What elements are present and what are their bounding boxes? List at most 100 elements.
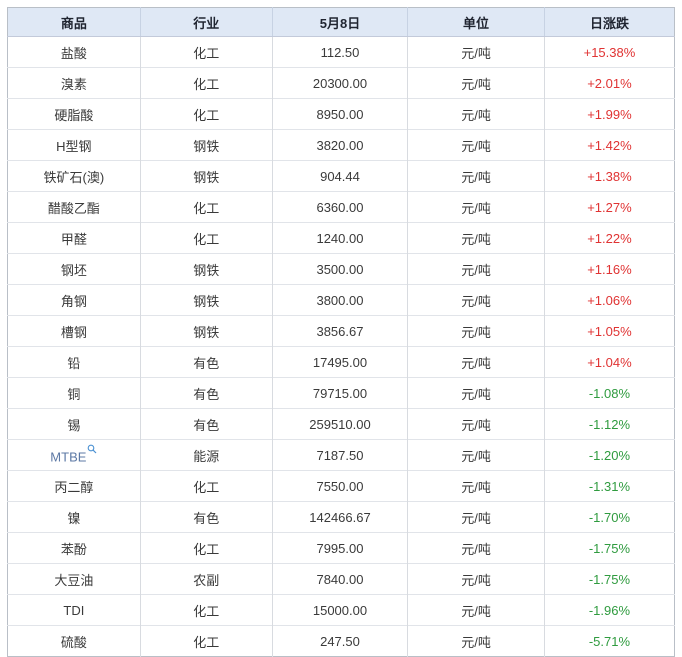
cell-price: 3800.00 <box>271 284 408 316</box>
cell-price: 7550.00 <box>271 470 408 502</box>
table-row: 铅 有色 17495.00 元/吨 +1.04% <box>7 346 675 378</box>
cell-industry: 化工 <box>139 67 273 99</box>
cell-change: -1.75% <box>543 532 675 564</box>
table-row: 苯酚 化工 7995.00 元/吨 -1.75% <box>7 532 675 564</box>
commodity-link[interactable]: MTBE <box>50 444 97 464</box>
header-commodity: 商品 <box>7 7 141 37</box>
price-table: 商品 行业 5月8日 单位 日涨跌 盐酸 化工 112.50 元/吨 +15.3… <box>7 7 675 657</box>
table-row: H型钢 钢铁 3820.00 元/吨 +1.42% <box>7 129 675 161</box>
cell-commodity: 铁矿石(澳) <box>7 160 141 192</box>
header-date: 5月8日 <box>271 7 408 37</box>
cell-commodity: 盐酸 <box>7 36 141 68</box>
cell-commodity: 角钢 <box>7 284 141 316</box>
cell-price: 7995.00 <box>271 532 408 564</box>
cell-price: 7187.50 <box>271 439 408 471</box>
cell-change: +1.42% <box>543 129 675 161</box>
search-icon[interactable] <box>87 444 97 454</box>
cell-industry: 化工 <box>139 36 273 68</box>
cell-change: -1.31% <box>543 470 675 502</box>
cell-industry: 有色 <box>139 408 273 440</box>
cell-change: +1.99% <box>543 98 675 130</box>
cell-change: -1.08% <box>543 377 675 409</box>
cell-change: +1.22% <box>543 222 675 254</box>
table-row: 大豆油 农副 7840.00 元/吨 -1.75% <box>7 563 675 595</box>
table-row: 铁矿石(澳) 钢铁 904.44 元/吨 +1.38% <box>7 160 675 192</box>
header-unit: 单位 <box>407 7 545 37</box>
cell-price: 6360.00 <box>271 191 408 223</box>
cell-commodity: 硬脂酸 <box>7 98 141 130</box>
cell-price: 8950.00 <box>271 98 408 130</box>
table-row: 甲醛 化工 1240.00 元/吨 +1.22% <box>7 222 675 254</box>
cell-unit: 元/吨 <box>407 377 545 409</box>
table-row: 硫酸 化工 247.50 元/吨 -5.71% <box>7 625 675 657</box>
cell-unit: 元/吨 <box>407 284 545 316</box>
cell-price: 17495.00 <box>271 346 408 378</box>
cell-price: 247.50 <box>271 625 408 657</box>
cell-commodity: 镍 <box>7 501 141 533</box>
cell-change: -1.70% <box>543 501 675 533</box>
cell-price: 15000.00 <box>271 594 408 626</box>
cell-industry: 钢铁 <box>139 160 273 192</box>
table-row: 铜 有色 79715.00 元/吨 -1.08% <box>7 377 675 409</box>
cell-unit: 元/吨 <box>407 439 545 471</box>
cell-industry: 有色 <box>139 346 273 378</box>
cell-price: 3856.67 <box>271 315 408 347</box>
cell-unit: 元/吨 <box>407 222 545 254</box>
cell-industry: 化工 <box>139 532 273 564</box>
cell-change: -1.96% <box>543 594 675 626</box>
cell-commodity: MTBE <box>7 439 141 471</box>
cell-industry: 钢铁 <box>139 284 273 316</box>
cell-industry: 化工 <box>139 222 273 254</box>
cell-price: 3820.00 <box>271 129 408 161</box>
cell-price: 79715.00 <box>271 377 408 409</box>
cell-change: +1.16% <box>543 253 675 285</box>
table-row: 盐酸 化工 112.50 元/吨 +15.38% <box>7 36 675 68</box>
cell-unit: 元/吨 <box>407 625 545 657</box>
table-row: 锡 有色 259510.00 元/吨 -1.12% <box>7 408 675 440</box>
cell-change: +1.04% <box>543 346 675 378</box>
cell-unit: 元/吨 <box>407 129 545 161</box>
cell-commodity: H型钢 <box>7 129 141 161</box>
table-row: MTBE 能源 7187.50 元/吨 -1.20% <box>7 439 675 471</box>
cell-unit: 元/吨 <box>407 532 545 564</box>
cell-industry: 钢铁 <box>139 253 273 285</box>
cell-unit: 元/吨 <box>407 36 545 68</box>
cell-unit: 元/吨 <box>407 501 545 533</box>
table-row: 镍 有色 142466.67 元/吨 -1.70% <box>7 501 675 533</box>
cell-industry: 有色 <box>139 501 273 533</box>
cell-industry: 化工 <box>139 191 273 223</box>
cell-change: -5.71% <box>543 625 675 657</box>
cell-change: +1.38% <box>543 160 675 192</box>
cell-change: -1.12% <box>543 408 675 440</box>
cell-commodity: 溴素 <box>7 67 141 99</box>
cell-commodity: 钢坯 <box>7 253 141 285</box>
cell-unit: 元/吨 <box>407 253 545 285</box>
cell-commodity: 硫酸 <box>7 625 141 657</box>
cell-industry: 钢铁 <box>139 129 273 161</box>
cell-industry: 钢铁 <box>139 315 273 347</box>
cell-price: 259510.00 <box>271 408 408 440</box>
cell-change: +1.06% <box>543 284 675 316</box>
cell-price: 112.50 <box>271 36 408 68</box>
cell-industry: 化工 <box>139 98 273 130</box>
table-row: 槽钢 钢铁 3856.67 元/吨 +1.05% <box>7 315 675 347</box>
table-row: TDI 化工 15000.00 元/吨 -1.96% <box>7 594 675 626</box>
cell-industry: 化工 <box>139 625 273 657</box>
cell-unit: 元/吨 <box>407 594 545 626</box>
cell-change: +15.38% <box>543 36 675 68</box>
cell-price: 142466.67 <box>271 501 408 533</box>
cell-commodity: 大豆油 <box>7 563 141 595</box>
cell-commodity: TDI <box>7 594 141 626</box>
table-row: 溴素 化工 20300.00 元/吨 +2.01% <box>7 67 675 99</box>
cell-unit: 元/吨 <box>407 346 545 378</box>
cell-change: +1.05% <box>543 315 675 347</box>
cell-change: -1.75% <box>543 563 675 595</box>
table-row: 钢坯 钢铁 3500.00 元/吨 +1.16% <box>7 253 675 285</box>
cell-unit: 元/吨 <box>407 470 545 502</box>
cell-industry: 农副 <box>139 563 273 595</box>
table-row: 丙二醇 化工 7550.00 元/吨 -1.31% <box>7 470 675 502</box>
cell-change: +1.27% <box>543 191 675 223</box>
cell-unit: 元/吨 <box>407 191 545 223</box>
header-industry: 行业 <box>139 7 273 37</box>
cell-industry: 化工 <box>139 594 273 626</box>
